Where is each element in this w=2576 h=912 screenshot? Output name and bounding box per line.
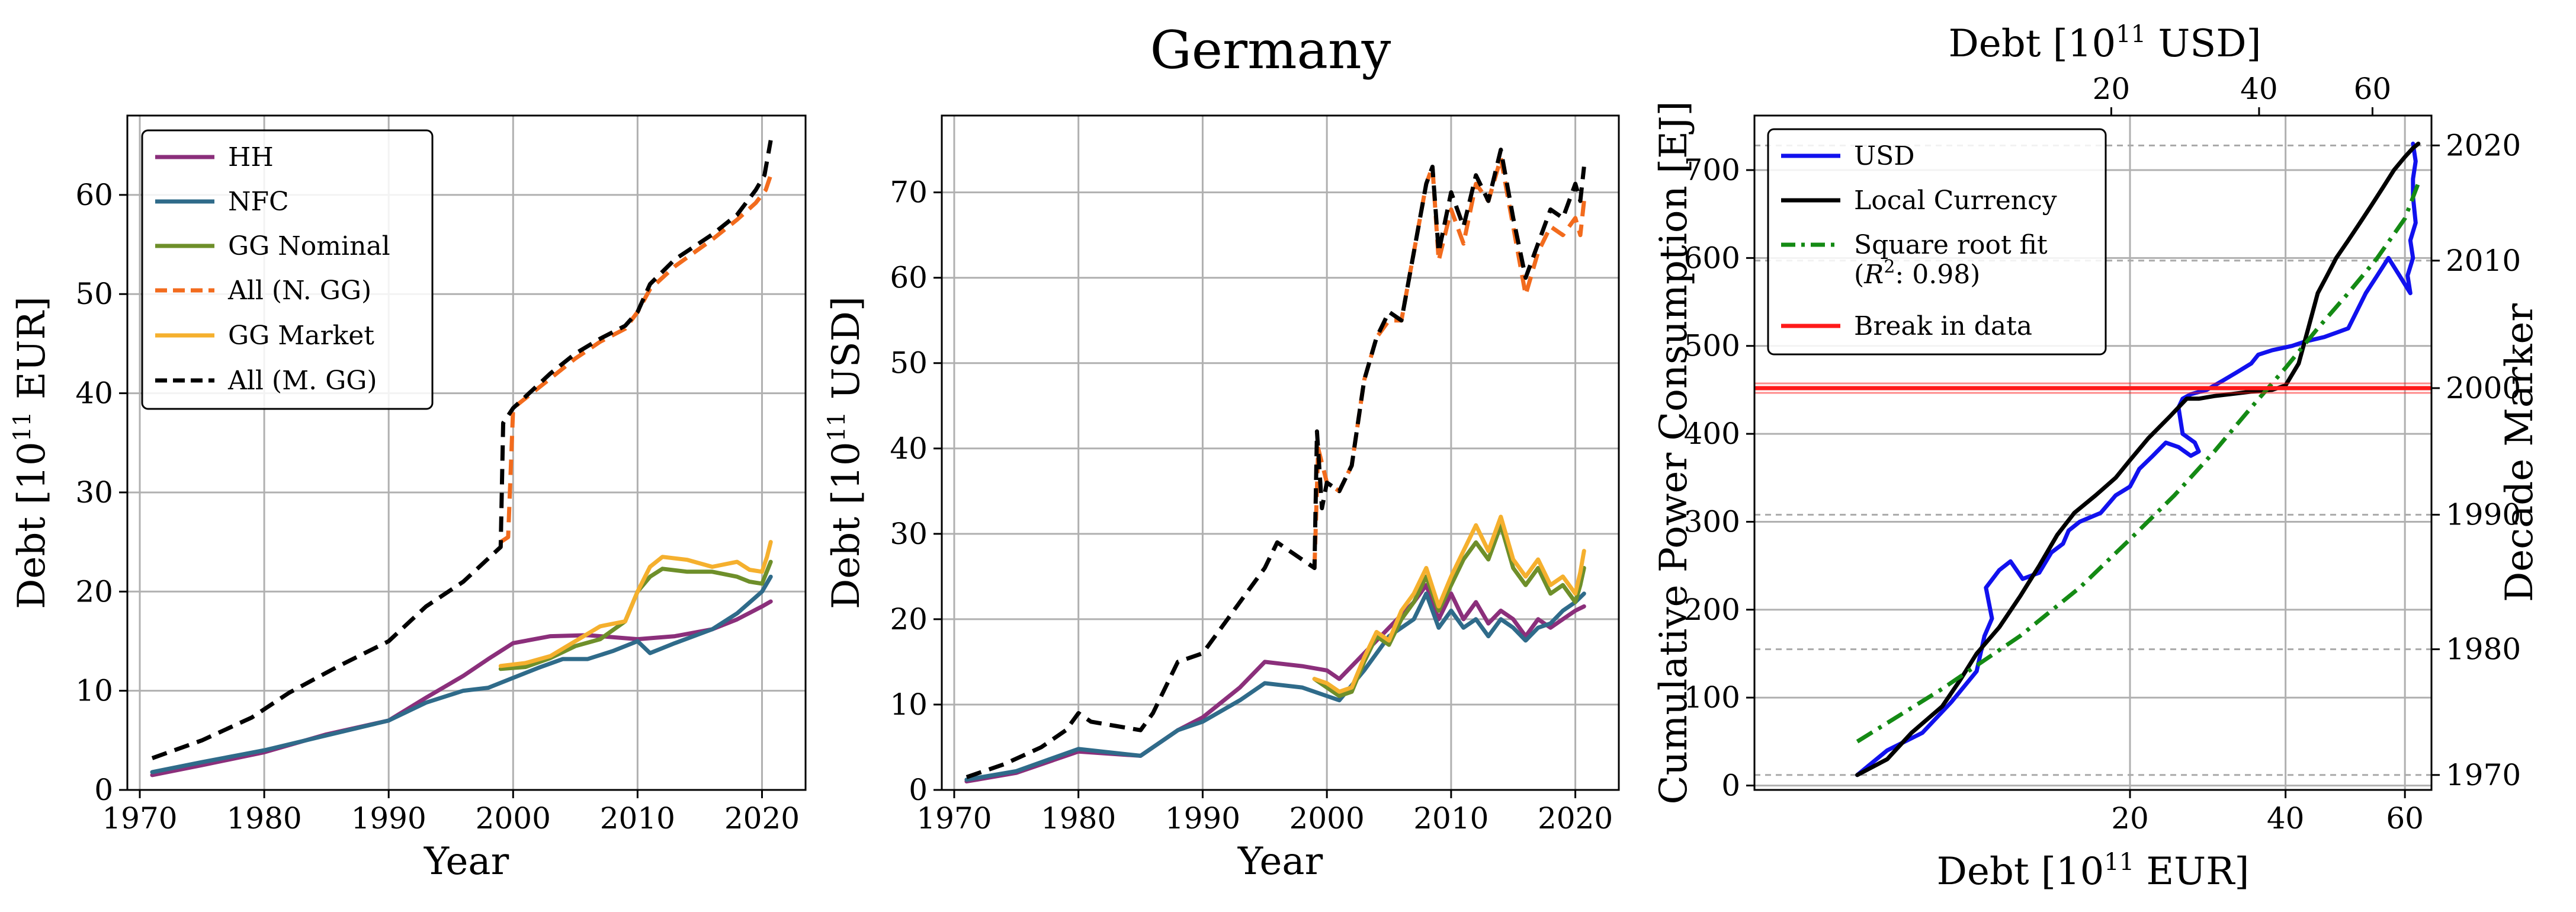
x-tick-label: 1990: [1165, 801, 1240, 836]
top-axis-label: Debt [1011 USD]: [1949, 21, 2261, 66]
x-tick-label: 1970: [102, 801, 177, 836]
y-tick-label: 40: [75, 376, 113, 411]
x-tick-label: 2020: [724, 801, 800, 836]
y-tick-label: 10: [890, 687, 928, 722]
y-tick-label: 700: [1684, 153, 1740, 187]
y-axis-label: Cumulative Power Consumption [EJ]: [1652, 101, 1696, 805]
y-tick-label: 60: [890, 261, 928, 295]
y-tick-label: 400: [1684, 417, 1740, 451]
legend-label: NFC: [228, 187, 289, 217]
plot-frame: [126, 114, 807, 791]
legend-frame: [141, 129, 434, 410]
decade-tick-label: 2020: [2446, 128, 2521, 162]
series-line-gg-market: [1312, 514, 1586, 694]
chart-panel-2: 1970 1980 1990 2000 2010 2020 0 10 20 30 40 50 60 70 Y…: [823, 114, 1620, 884]
x-tick-label: 2020: [1538, 801, 1613, 836]
y-axis-label: Debt [1011 EUR]: [9, 296, 54, 609]
series-line-nfc: [150, 574, 773, 775]
x-tick-label: 2010: [1413, 801, 1489, 836]
x-tick-label: 40: [2267, 801, 2305, 836]
decade-tick-label: 2000: [2446, 371, 2521, 405]
decade-tick-label: 1990: [2446, 498, 2521, 532]
y-tick-label: 50: [890, 346, 928, 380]
series-line-all-n-gg-: [1312, 156, 1586, 568]
x-tick-label: 1970: [916, 801, 992, 836]
top-tick-label: 40: [2240, 72, 2278, 106]
legend-label: Square root fit: [1854, 230, 2048, 260]
series-line-nfc: [964, 591, 1586, 782]
legend-label: (R2: 0.98): [1854, 257, 1980, 290]
y-tick-label: 300: [1684, 504, 1740, 539]
legend-label: USD: [1854, 141, 1915, 171]
y-tick-label: 30: [75, 475, 113, 510]
legend-label: Local Currency: [1854, 185, 2057, 216]
x-tick-label: 60: [2386, 801, 2424, 836]
series-line-all-n-gg-: [499, 174, 773, 544]
legend-label: All (M. GG): [227, 366, 377, 396]
y-tick-label: 100: [1684, 680, 1740, 715]
x-tick-label: 1980: [226, 801, 301, 836]
plot-frame: [1753, 114, 2433, 791]
x-tick-label: 2010: [600, 801, 675, 836]
axes-layer: 1970 1980 1990 2000 2010 20200102030405060Yea…: [9, 21, 2542, 894]
y-tick-label: 20: [75, 574, 113, 609]
y-tick-label: 20: [890, 602, 928, 636]
figure-title: Germany: [1150, 20, 1391, 81]
x-tick-label: 1980: [1041, 801, 1116, 836]
y-tick-label: 60: [75, 178, 113, 212]
y-tick-label: 0: [1721, 769, 1740, 803]
x-tick-label: 20: [2111, 801, 2149, 836]
legend-label: GG Market: [228, 321, 374, 351]
y-tick-label: 600: [1684, 241, 1740, 275]
top-tick-label: 20: [2093, 72, 2131, 106]
x-axis-label: Year: [424, 840, 509, 884]
y-tick-label: 50: [75, 277, 113, 311]
right-axis-label: Decade Marker: [2498, 303, 2542, 602]
legend-label: Break in data: [1854, 311, 2032, 341]
legend-label: HH: [228, 142, 274, 172]
x-tick-label: 1990: [351, 801, 426, 836]
x-tick-label: 2000: [476, 801, 551, 836]
y-tick-label: 200: [1684, 593, 1740, 627]
y-tick-label: 0: [94, 773, 113, 807]
series-line-usd: [1855, 142, 2418, 777]
series-line-gg-market: [498, 540, 773, 668]
plot-frame: [941, 114, 1620, 791]
legend-panel-3: USD Local Currency Square root fit(R2: 0.9…: [1767, 128, 2107, 356]
y-tick-label: 70: [890, 175, 928, 210]
y-tick-label: 10: [75, 674, 113, 708]
decade-tick-label: 1970: [2446, 758, 2521, 792]
decade-tick-label: 1980: [2446, 632, 2521, 667]
legend-panel-1: HH NFC GG Nominal All (N. GG) GG Market All (…: [141, 129, 434, 410]
x-axis-label: Debt [1011 EUR]: [1937, 849, 2250, 894]
top-tick-label: 60: [2354, 72, 2392, 106]
y-axis-label: Debt [1011 USD]: [823, 296, 868, 609]
legend-label: GG Nominal: [228, 231, 390, 261]
legend-frame: [1767, 128, 2107, 356]
x-axis-label: Year: [1237, 840, 1323, 884]
x-tick-label: 2000: [1289, 801, 1365, 836]
decade-tick-label: 2010: [2446, 244, 2521, 278]
legend-label: All (N. GG): [227, 276, 371, 306]
series-line-local-currency: [1855, 142, 2421, 777]
series-line-all-m-gg-: [965, 148, 1586, 779]
y-tick-label: 0: [909, 773, 928, 807]
y-tick-label: 40: [890, 431, 928, 466]
series-line-gg-nominal: [498, 559, 773, 671]
series-line-hh: [150, 599, 773, 777]
series-line-all-m-gg-: [151, 140, 773, 760]
y-tick-label: 30: [890, 517, 928, 551]
y-tick-label: 500: [1684, 329, 1740, 363]
